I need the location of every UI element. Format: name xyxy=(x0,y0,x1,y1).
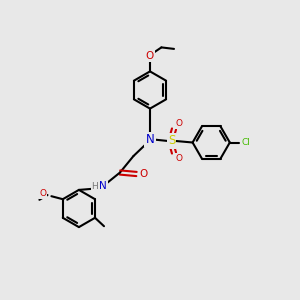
Text: O: O xyxy=(139,169,147,179)
Text: H: H xyxy=(92,182,98,191)
Text: O: O xyxy=(175,154,182,163)
Text: N: N xyxy=(146,133,154,146)
Text: S: S xyxy=(168,134,175,148)
Text: O: O xyxy=(40,189,46,198)
Text: Cl: Cl xyxy=(242,138,251,147)
Text: O: O xyxy=(146,51,154,61)
Text: O: O xyxy=(175,119,182,128)
Text: N: N xyxy=(99,181,107,191)
